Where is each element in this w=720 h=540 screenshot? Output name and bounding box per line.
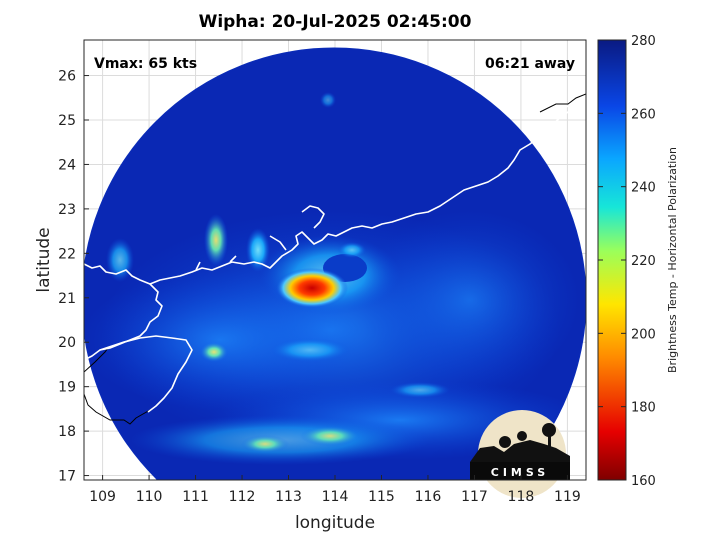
x-tick-label: 119: [554, 489, 581, 505]
y-tick-label: 18: [58, 424, 76, 440]
y-tick-label: 23: [58, 202, 76, 218]
x-tick-label: 113: [275, 489, 302, 505]
x-axis: 109 110 111 112 113 114 115 116 117 118 119: [89, 475, 581, 505]
colorbar-title: Brightness Temp - Horizontal Polarizatio…: [666, 147, 679, 373]
y-tick-label: 17: [58, 469, 76, 485]
y-tick-label: 26: [58, 69, 76, 85]
y-tick-label: 19: [58, 380, 76, 396]
colorbar-tick-label: 200: [631, 327, 656, 342]
colorbar-tick-label: 240: [631, 181, 656, 196]
x-tick-label: 115: [368, 489, 395, 505]
colorbar-tick-label: 180: [631, 401, 656, 416]
x-tick-label: 116: [415, 489, 442, 505]
x-tick-label: 110: [136, 489, 163, 505]
x-tick-label: 114: [322, 489, 349, 505]
cimss-logo-text: CIMSS: [491, 466, 549, 479]
colorbar-tick-label: 260: [631, 107, 656, 122]
coastline: [84, 97, 586, 413]
cimss-logo: CIMSS: [470, 410, 570, 498]
colorbar-ticks: 280 260 240 220 200 180 160: [598, 34, 656, 489]
vmax-label: Vmax: 65 kts: [94, 56, 197, 72]
y-axis-title: latitude: [34, 227, 54, 292]
x-tick-label: 111: [182, 489, 209, 505]
microwave-swath: [84, 47, 586, 480]
y-tick-label: 25: [58, 113, 76, 129]
x-tick-label: 118: [508, 489, 535, 505]
time-away-label: 06:21 away: [485, 56, 575, 72]
colorbar-tick-label: 280: [631, 34, 656, 49]
colorbar: 280 260 240 220 200 180 160 Brightness Temp - …: [597, 34, 679, 489]
colorbar-tick-label: 220: [631, 254, 656, 269]
x-tick-label: 112: [229, 489, 256, 505]
y-axis: 26 25 24 23 22 21 20 19 18 17: [58, 69, 89, 485]
y-tick-label: 22: [58, 246, 76, 262]
y-tick-label: 20: [58, 335, 76, 351]
chart-title: Wipha: 20-Jul-2025 02:45:00: [198, 12, 472, 32]
x-tick-label: 109: [89, 489, 116, 505]
y-tick-label: 24: [58, 157, 76, 173]
x-axis-title: longitude: [295, 513, 375, 533]
y-tick-label: 21: [58, 291, 76, 307]
x-tick-label: 117: [461, 489, 488, 505]
land-outline: [84, 93, 586, 425]
colorbar-tick-label: 160: [631, 474, 656, 489]
